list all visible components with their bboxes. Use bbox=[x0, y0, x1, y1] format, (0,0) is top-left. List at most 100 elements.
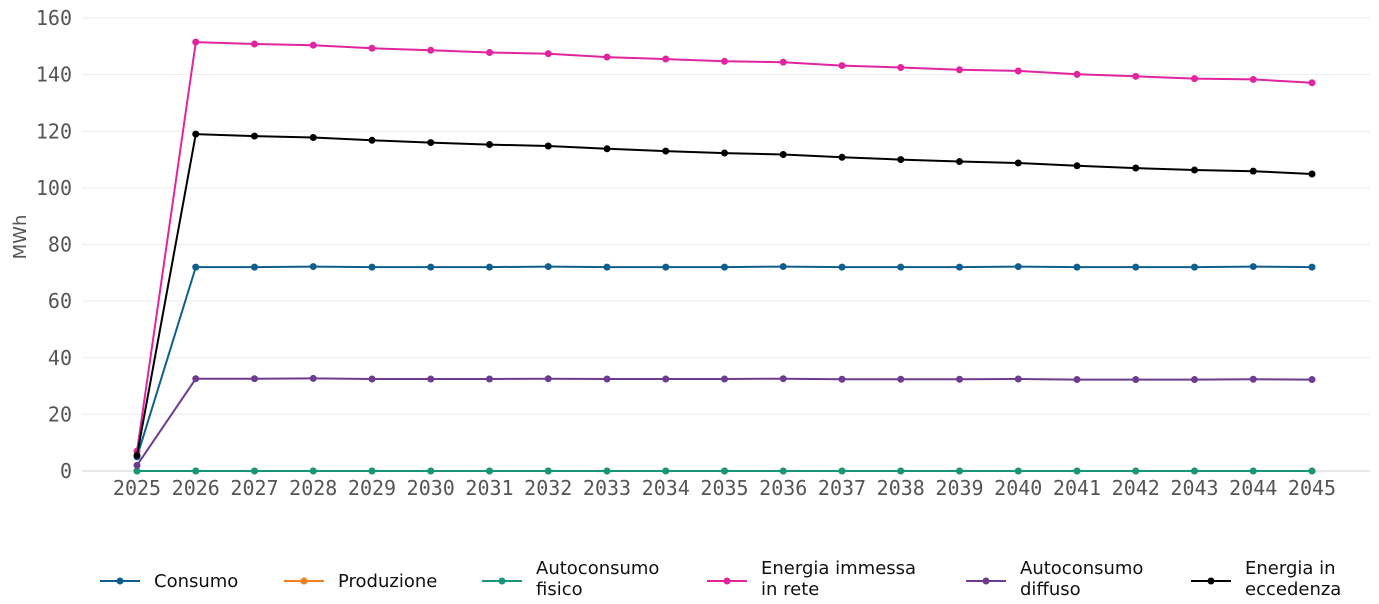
legend-swatch-marker bbox=[982, 577, 990, 585]
data-point bbox=[1308, 467, 1316, 475]
data-point bbox=[1249, 167, 1257, 175]
x-axis-ticks: 2025 2026 2027 2028 2029 2030 2031 2032 2033 2034… bbox=[113, 476, 1336, 500]
data-point bbox=[544, 50, 552, 58]
data-point bbox=[486, 263, 493, 271]
data-point bbox=[544, 263, 552, 271]
data-point bbox=[486, 467, 493, 475]
y-axis-ticks: 0 20 40 60 80 100 120 140 160 bbox=[36, 6, 72, 483]
legend-label: Produzione bbox=[338, 571, 437, 592]
data-point bbox=[368, 375, 376, 383]
x-tick-label: 2031 bbox=[465, 476, 513, 500]
x-tick-label: 2025 bbox=[113, 476, 161, 500]
y-axis-title: MWh bbox=[10, 215, 31, 260]
data-point bbox=[1073, 162, 1081, 170]
series-line bbox=[136, 41, 1313, 452]
data-point bbox=[603, 375, 611, 383]
data-point bbox=[1308, 376, 1316, 384]
data-point bbox=[133, 461, 141, 469]
legend-label: Consumo bbox=[154, 571, 238, 592]
data-point bbox=[1191, 376, 1198, 384]
data-point bbox=[192, 38, 200, 46]
legend-swatch-marker bbox=[300, 577, 308, 585]
legend-swatch-marker bbox=[498, 577, 506, 585]
data-point bbox=[956, 158, 963, 166]
data-point bbox=[1073, 467, 1081, 475]
series-group bbox=[133, 38, 1316, 475]
data-point bbox=[486, 49, 493, 57]
y-tick-label: 40 bbox=[48, 346, 72, 370]
series-line bbox=[136, 133, 1313, 456]
x-tick-label: 2039 bbox=[935, 476, 983, 500]
legend-label: fisico bbox=[536, 579, 583, 600]
x-tick-label: 2045 bbox=[1288, 476, 1336, 500]
data-point bbox=[662, 147, 670, 155]
data-point bbox=[956, 375, 963, 383]
legend-label: Energia in bbox=[1245, 558, 1336, 579]
data-point bbox=[1014, 67, 1022, 75]
data-point bbox=[721, 263, 728, 271]
data-point bbox=[897, 64, 905, 72]
data-point bbox=[544, 142, 552, 150]
data-point bbox=[133, 451, 141, 459]
data-point bbox=[1191, 166, 1198, 174]
x-tick-label: 2041 bbox=[1053, 476, 1101, 500]
data-point bbox=[721, 149, 728, 157]
data-point bbox=[1014, 159, 1022, 167]
data-point bbox=[309, 41, 317, 49]
data-point bbox=[1249, 263, 1257, 271]
data-point bbox=[309, 374, 317, 382]
legend-label: in rete bbox=[761, 579, 819, 600]
data-point bbox=[1014, 375, 1022, 383]
y-tick-label: 120 bbox=[36, 119, 72, 143]
legend-swatch-marker bbox=[116, 577, 124, 585]
data-point bbox=[544, 467, 552, 475]
data-point bbox=[486, 375, 493, 383]
gridlines bbox=[82, 17, 1370, 472]
series-line bbox=[136, 265, 1313, 458]
data-point bbox=[838, 263, 846, 271]
legend-label: Energia immessa bbox=[761, 558, 916, 579]
data-point bbox=[192, 263, 200, 271]
data-point bbox=[603, 467, 611, 475]
x-tick-label: 2030 bbox=[407, 476, 455, 500]
data-point bbox=[721, 57, 728, 65]
data-point bbox=[838, 375, 846, 383]
data-point bbox=[192, 467, 200, 475]
x-tick-label: 2026 bbox=[172, 476, 220, 500]
data-point bbox=[1132, 263, 1140, 271]
data-point bbox=[721, 467, 728, 475]
data-point bbox=[368, 44, 376, 52]
legend-label: eccedenza bbox=[1245, 579, 1341, 600]
y-tick-label: 80 bbox=[48, 233, 72, 257]
data-point bbox=[251, 40, 258, 48]
data-point bbox=[838, 62, 846, 70]
data-point bbox=[1249, 75, 1257, 83]
x-tick-label: 2043 bbox=[1170, 476, 1218, 500]
x-tick-label: 2036 bbox=[759, 476, 807, 500]
data-point bbox=[603, 145, 611, 153]
data-point bbox=[1308, 170, 1316, 178]
data-point bbox=[897, 156, 905, 164]
x-tick-label: 2032 bbox=[524, 476, 572, 500]
data-point bbox=[779, 467, 787, 475]
data-point bbox=[779, 58, 787, 66]
data-point bbox=[251, 263, 258, 271]
legend-label: Autoconsumo bbox=[536, 558, 659, 579]
y-tick-label: 20 bbox=[48, 402, 72, 426]
legend-label: diffuso bbox=[1020, 579, 1081, 600]
x-tick-label: 2044 bbox=[1229, 476, 1277, 500]
x-tick-label: 2028 bbox=[289, 476, 337, 500]
data-point bbox=[956, 66, 963, 74]
data-point bbox=[133, 467, 141, 475]
data-point bbox=[1308, 263, 1316, 271]
legend-item: Consumo bbox=[100, 571, 238, 592]
legend-swatch-marker bbox=[1207, 577, 1215, 585]
data-point bbox=[309, 133, 317, 141]
x-tick-label: 2029 bbox=[348, 476, 396, 500]
data-point bbox=[368, 467, 376, 475]
data-point bbox=[1191, 263, 1198, 271]
data-point bbox=[1014, 263, 1022, 271]
